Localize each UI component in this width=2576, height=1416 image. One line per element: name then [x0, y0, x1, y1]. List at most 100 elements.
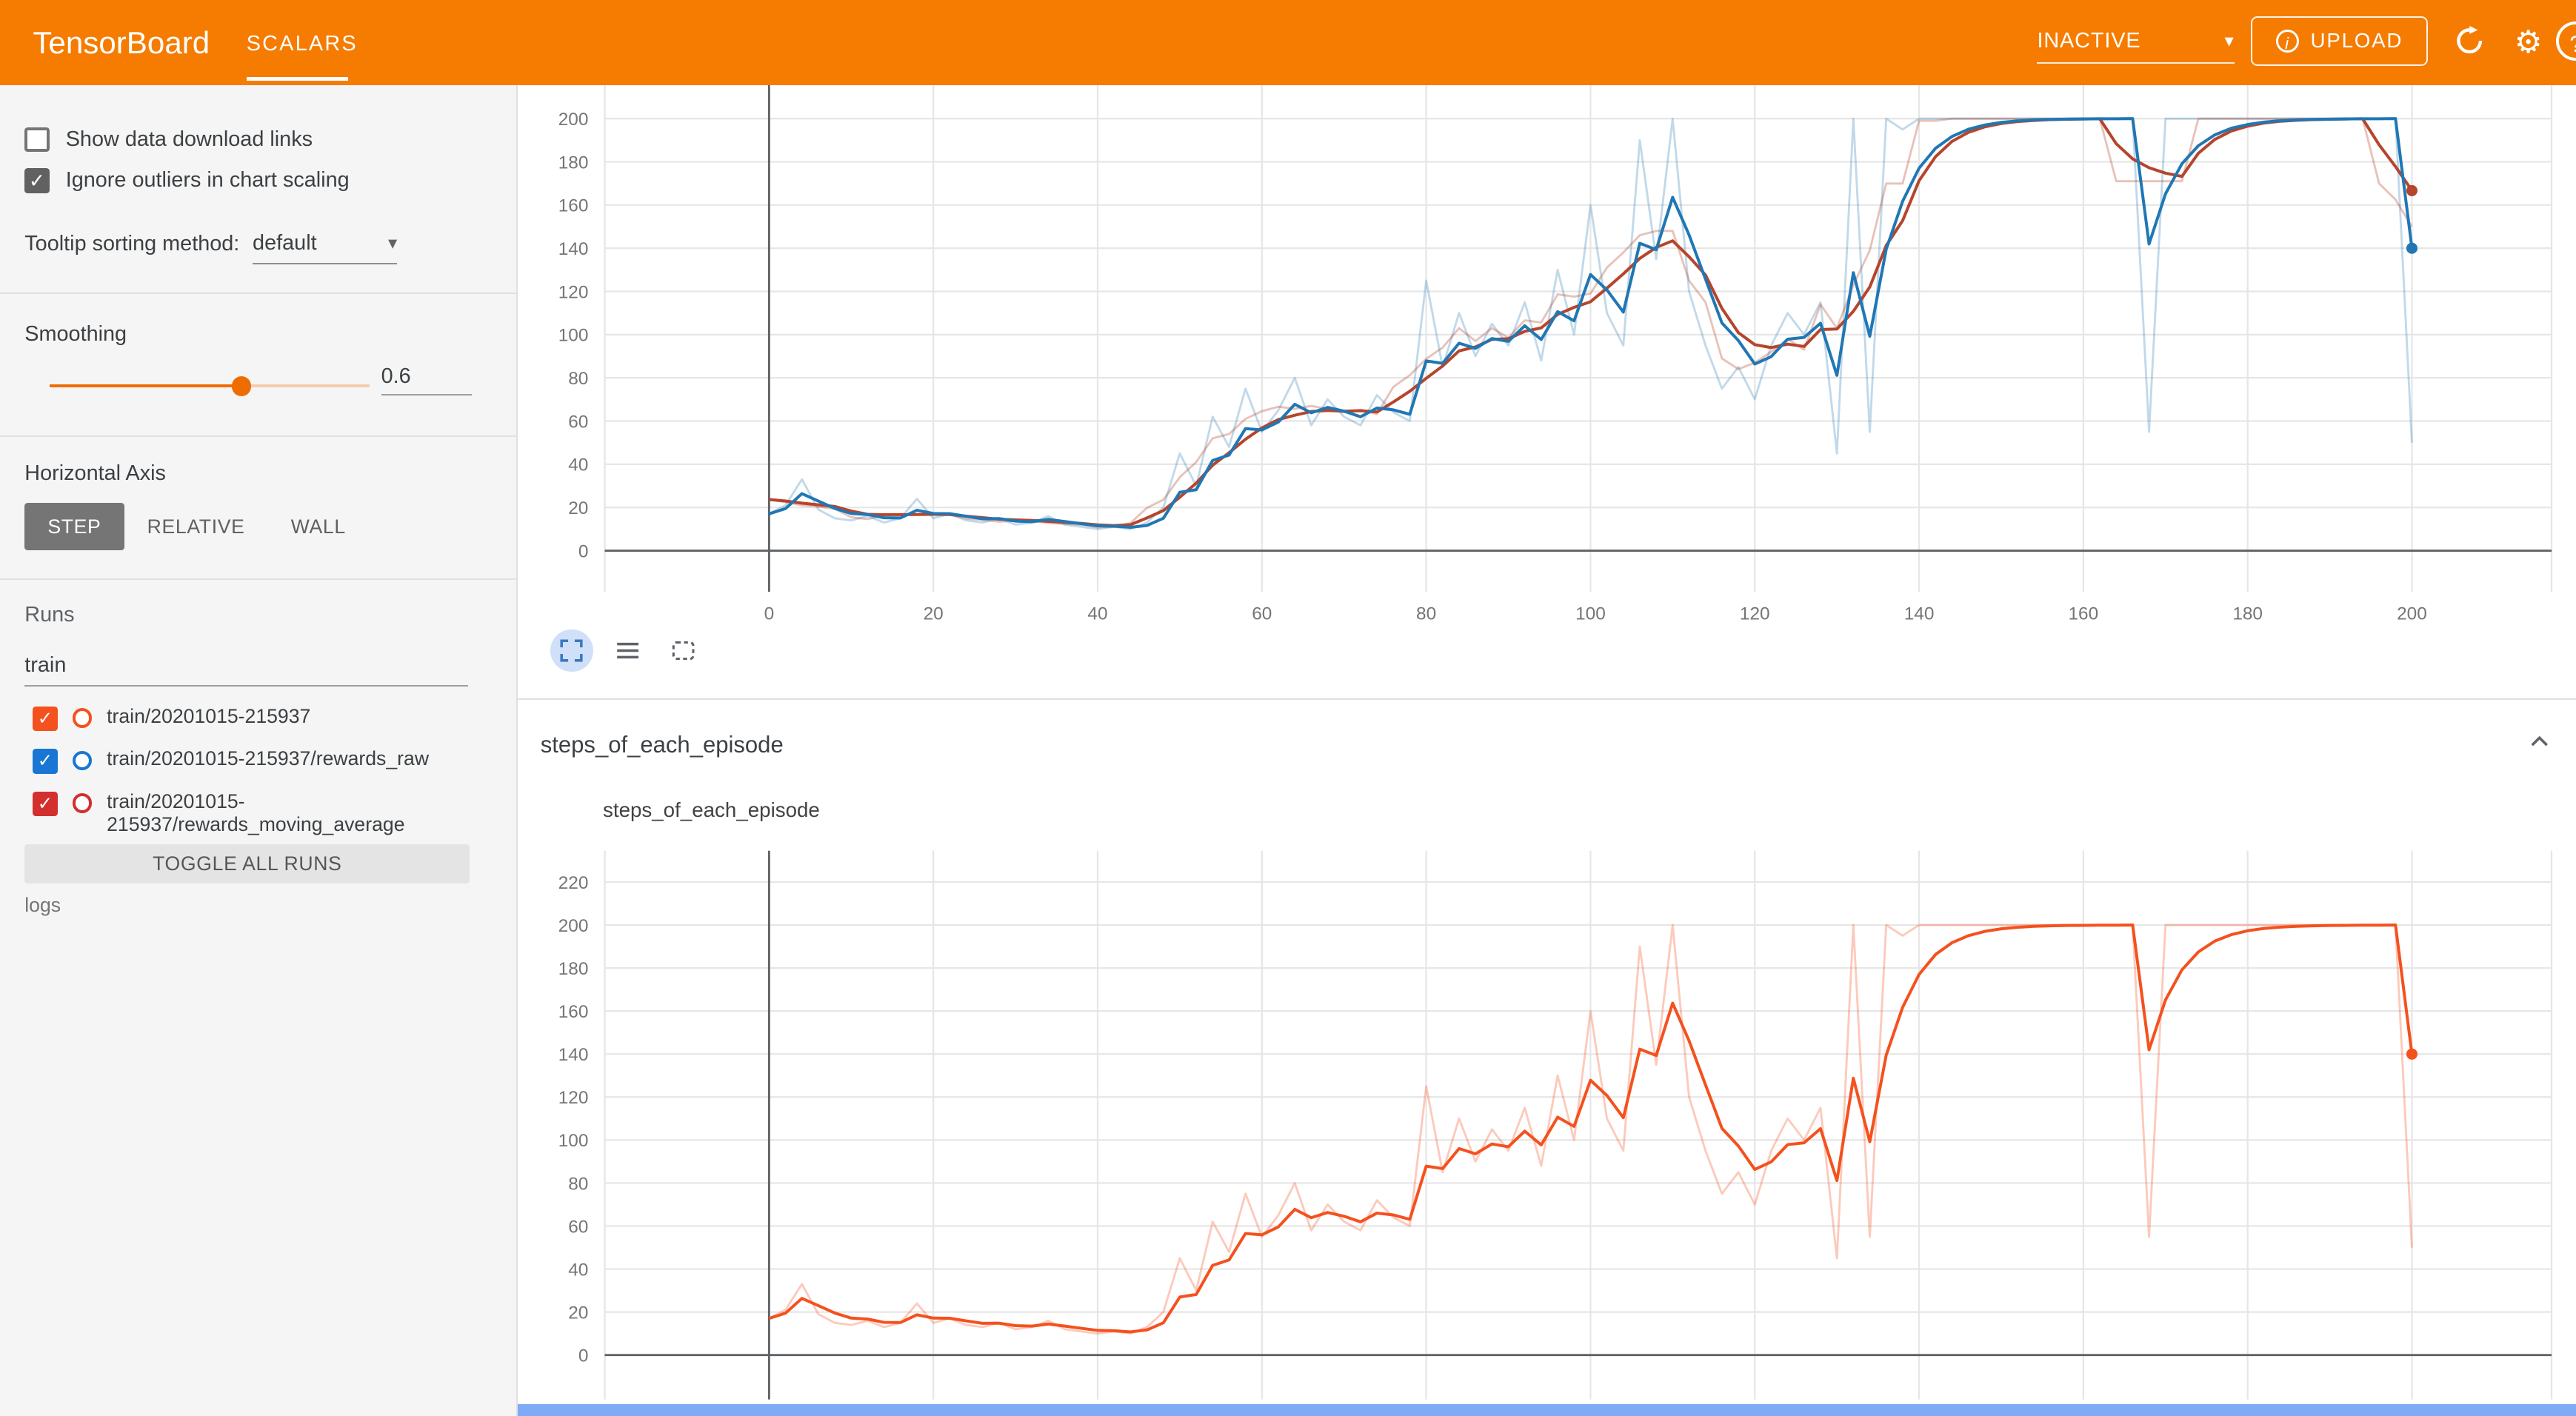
axis-step-button[interactable]: STEP: [24, 502, 124, 551]
data-table-icon[interactable]: [606, 629, 649, 672]
svg-text:40: 40: [1087, 604, 1107, 624]
svg-text:160: 160: [558, 196, 588, 216]
svg-text:0: 0: [578, 541, 589, 561]
status-dropdown-value: INACTIVE: [2037, 28, 2141, 53]
svg-text:60: 60: [568, 1218, 588, 1238]
svg-text:100: 100: [558, 1131, 588, 1151]
run-checkbox[interactable]: ✓: [33, 791, 58, 817]
expand-chart-icon[interactable]: [550, 629, 593, 672]
svg-text:200: 200: [558, 916, 588, 936]
svg-text:80: 80: [1416, 604, 1436, 624]
runs-label: Runs: [24, 603, 75, 627]
scalar-chart-steps-of-each-episode[interactable]: 0 20 40 60 80 100 120 140 160 180 200 220: [518, 838, 2576, 1416]
svg-text:140: 140: [1903, 604, 1934, 624]
svg-text:20: 20: [923, 604, 943, 624]
svg-text:120: 120: [1740, 604, 1770, 624]
horizontal-axis-label: Horizontal Axis: [24, 461, 166, 486]
divider: [0, 578, 518, 580]
svg-text:140: 140: [558, 239, 588, 259]
smoothing-value-input[interactable]: 0.6: [381, 358, 472, 396]
section-header-steps-of-each-episode[interactable]: steps_of_each_episode: [517, 698, 2576, 790]
chart-toolbar: [550, 629, 704, 672]
svg-text:40: 40: [568, 1260, 588, 1280]
svg-text:80: 80: [568, 1174, 588, 1194]
run-color-swatch: [72, 793, 93, 813]
slider-fill: [49, 384, 242, 388]
svg-text:60: 60: [1252, 604, 1272, 624]
status-dropdown[interactable]: INACTIVE ▾: [2037, 20, 2235, 64]
runs-list: ✓ train/20201015-215937 ✓ train/20201015-21…: [24, 696, 493, 844]
refresh-icon[interactable]: [2451, 24, 2487, 61]
help-icon[interactable]: ?: [2556, 21, 2576, 61]
chevron-down-icon: ▾: [387, 233, 398, 254]
axis-wall-button[interactable]: WALL: [290, 515, 346, 538]
horizontal-scrollbar[interactable]: [517, 1404, 2576, 1416]
tooltip-sort-label: Tooltip sorting method:: [24, 231, 240, 256]
svg-text:0: 0: [578, 1346, 589, 1366]
run-checkbox[interactable]: ✓: [33, 706, 58, 731]
divider: [0, 435, 518, 437]
svg-text:20: 20: [568, 1303, 588, 1323]
tab-active-underline: [246, 77, 349, 81]
svg-text:40: 40: [568, 455, 588, 475]
chart-card-title: steps_of_each_episode: [603, 798, 820, 821]
fit-domain-icon[interactable]: [662, 629, 705, 672]
chevron-down-icon: ▾: [2224, 31, 2235, 52]
tab-scalars[interactable]: SCALARS: [246, 32, 358, 56]
scalar-chart-rewards[interactable]: 0 20 40 60 80 100 120 140 160 180 200 0 20 40 60 80 100 1…: [518, 85, 2576, 677]
svg-text:160: 160: [558, 1002, 588, 1022]
runs-filter-input[interactable]: [24, 645, 469, 687]
svg-text:20: 20: [568, 498, 588, 518]
svg-text:100: 100: [558, 325, 588, 345]
svg-text:180: 180: [2232, 604, 2263, 624]
run-label: train/20201015-215937: [107, 704, 311, 727]
run-label: train/20201015-215937/rewards_moving_ave…: [107, 789, 405, 835]
upload-button-label: UPLOAD: [2310, 29, 2403, 53]
run-color-swatch: [72, 707, 93, 728]
svg-text:180: 180: [558, 959, 588, 979]
chevron-up-icon[interactable]: [2526, 729, 2552, 761]
toggle-all-runs-button[interactable]: TOGGLE ALL RUNS: [24, 844, 470, 884]
slider-thumb[interactable]: [231, 375, 252, 396]
svg-text:100: 100: [1575, 604, 1606, 624]
ignore-outliers-checkbox[interactable]: ✓: [24, 168, 50, 193]
run-item[interactable]: ✓ train/20201015-215937/rewards_moving_av…: [24, 782, 493, 844]
tooltip-sort-row: Tooltip sorting method: default ▾: [24, 224, 398, 264]
section-title: steps_of_each_episode: [540, 731, 784, 758]
svg-text:120: 120: [558, 282, 588, 302]
svg-text:200: 200: [2397, 604, 2427, 624]
tooltip-sort-value: default: [253, 230, 317, 255]
svg-text:200: 200: [558, 110, 588, 130]
app-header: TensorBoard SCALARS INACTIVE ▾ i UPLOAD …: [0, 0, 2576, 86]
run-item[interactable]: ✓ train/20201015-215937/rewards_raw: [24, 739, 493, 782]
sidebar: Show data download links ✓ Ignore outlie…: [0, 85, 518, 1416]
run-color-swatch: [72, 750, 93, 771]
svg-text:140: 140: [558, 1045, 588, 1065]
run-item[interactable]: ✓ train/20201015-215937: [24, 696, 493, 739]
svg-text:220: 220: [558, 873, 588, 893]
run-label: train/20201015-215937/rewards_raw: [107, 747, 430, 770]
horizontal-axis-buttons: STEP RELATIVE WALL: [24, 502, 369, 551]
svg-text:160: 160: [2068, 604, 2098, 624]
show-download-links-row[interactable]: Show data download links: [24, 120, 313, 159]
axis-relative-button[interactable]: RELATIVE: [147, 515, 245, 538]
divider: [0, 292, 518, 294]
ignore-outliers-row[interactable]: ✓ Ignore outliers in chart scaling: [24, 161, 350, 200]
tooltip-sort-dropdown[interactable]: default ▾: [253, 224, 398, 264]
info-icon: i: [2275, 29, 2300, 53]
svg-text:120: 120: [558, 1088, 588, 1108]
svg-text:180: 180: [558, 153, 588, 173]
ignore-outliers-label: Ignore outliers in chart scaling: [65, 168, 350, 193]
logs-group-label: logs: [24, 893, 61, 916]
smoothing-label: Smoothing: [24, 321, 127, 346]
app-title: TensorBoard: [33, 25, 210, 60]
smoothing-slider[interactable]: [49, 370, 370, 402]
show-download-links-checkbox[interactable]: [24, 127, 50, 153]
content: 0 20 40 60 80 100 120 140 160 180 200 0 20 40 60 80 100 1…: [517, 85, 2576, 1416]
run-checkbox[interactable]: ✓: [33, 749, 58, 774]
show-download-links-label: Show data download links: [65, 127, 313, 152]
upload-button[interactable]: i UPLOAD: [2250, 16, 2429, 66]
settings-icon[interactable]: ⚙: [2514, 24, 2543, 60]
svg-text:60: 60: [568, 412, 588, 432]
